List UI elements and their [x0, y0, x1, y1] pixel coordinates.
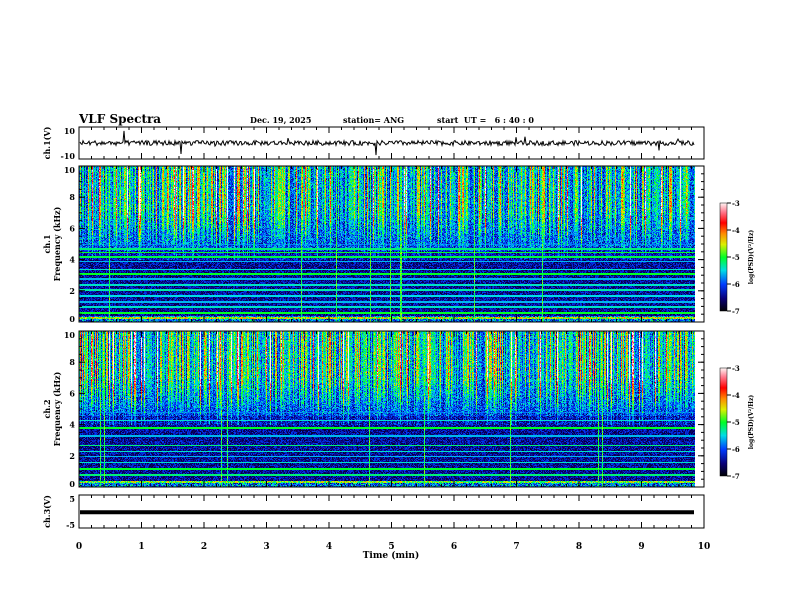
y-tick-label-spec2: 8	[69, 357, 75, 367]
panel-frame-spec2	[78, 330, 705, 488]
y-tick-label-spec1: 4	[69, 255, 75, 265]
x-tick-label: 6	[451, 542, 457, 552]
chart-title: VLF Spectra	[78, 112, 161, 126]
station-label: station= ANG	[343, 115, 404, 125]
y-tick-label-ch1: -10	[61, 151, 76, 161]
y-tick-label-spec1: 6	[69, 223, 75, 233]
y-tick-label-spec1: 10	[64, 165, 76, 175]
y-tick-label-spec1: 0	[69, 314, 75, 324]
spectrogram-ch1	[79, 166, 704, 322]
colorbar-tick-label: -3	[732, 364, 740, 373]
start-ut-label: start UT = 6 : 40 : 0	[437, 115, 534, 125]
colorbar-label: log(PSD)(V²/Hz)	[748, 395, 755, 450]
colorbar-tick-label: -5	[732, 253, 740, 262]
colorbar-frame	[719, 202, 728, 312]
x-tick-label: 5	[388, 542, 394, 552]
panel-frame-spec1	[78, 165, 705, 323]
y-tick-label-spec1: 2	[69, 286, 75, 296]
y-axis-label-spec2: Frequency (kHz)	[52, 371, 62, 446]
colorbar-tick-label: -4	[732, 226, 740, 235]
colorbar-tick-label: -7	[732, 307, 740, 316]
x-tick-label: 8	[576, 542, 582, 552]
x-tick-label: 9	[638, 542, 644, 552]
y-tick-label-spec2: 0	[69, 479, 75, 489]
y-tick-label-spec2: 6	[69, 388, 75, 398]
y-tick-label-spec1: 8	[69, 192, 75, 202]
colorbar-ch1	[720, 203, 727, 311]
x-tick-label: 7	[513, 542, 519, 552]
y-axis-label-spec2: ch.2	[42, 399, 52, 418]
colorbar-frame	[719, 367, 728, 477]
colorbar-tick-label: -4	[732, 391, 740, 400]
x-tick-label: 1	[138, 542, 144, 552]
y-tick-label-ch1: 10	[64, 126, 76, 136]
colorbar-tick-label: -7	[732, 472, 740, 481]
y-axis-label-spec1: ch.1	[42, 234, 52, 253]
x-tick-label: 3	[263, 542, 269, 552]
y-tick-label-ch3: -5	[66, 520, 75, 530]
colorbar-ch2	[720, 368, 727, 476]
x-tick-label: 4	[326, 542, 332, 552]
y-axis-label-ch3: ch.3(V)	[42, 495, 52, 528]
x-tick-label: 10	[698, 542, 711, 552]
x-tick-label: 0	[76, 542, 82, 552]
y-tick-label-spec2: 2	[69, 451, 75, 461]
date-label: Dec. 19, 2025	[250, 115, 311, 125]
spectrogram-ch2	[79, 331, 704, 487]
x-tick-label: 2	[201, 542, 207, 552]
colorbar-tick-label: -3	[732, 199, 740, 208]
y-tick-label-spec2: 4	[69, 420, 75, 430]
y-axis-label-ch1: ch.1(V)	[42, 126, 52, 159]
colorbar-tick-label: -6	[732, 445, 740, 454]
y-axis-label-spec1: Frequency (kHz)	[52, 206, 62, 281]
colorbar-label: log(PSD)(V²/Hz)	[748, 230, 755, 285]
colorbar-tick-label: -6	[732, 280, 740, 289]
y-tick-label-ch3: 5	[69, 494, 75, 504]
x-axis-label: Time (min)	[363, 550, 420, 561]
y-tick-label-spec2: 10	[64, 330, 76, 340]
colorbar-tick-label: -5	[732, 418, 740, 427]
signal-trace-ch1	[79, 130, 695, 156]
